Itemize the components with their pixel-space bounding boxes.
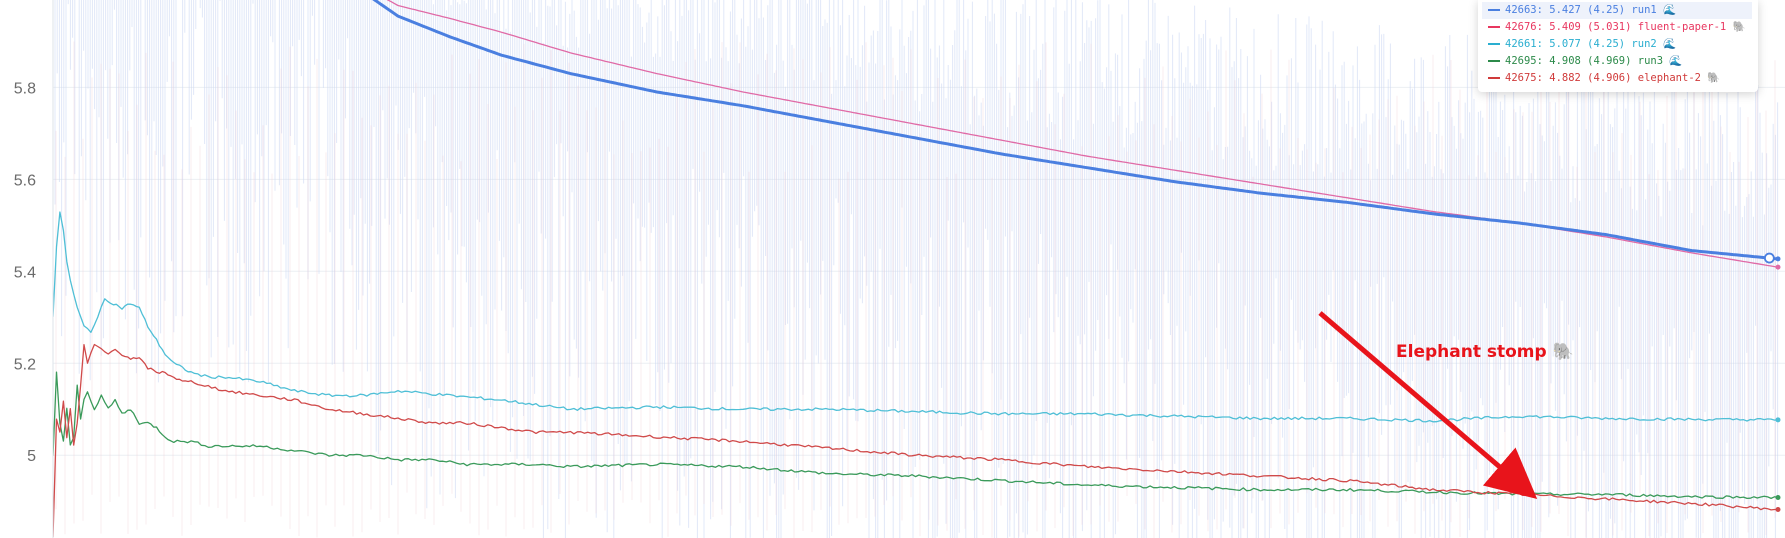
y-tick-label: 5.2 [14,356,36,373]
legend-text: 42675: 4.882 (4.906) elephant-2 🐘 [1505,72,1721,84]
legend-swatch [1488,60,1500,62]
series-endpoint-fp1 [1775,264,1781,270]
legend-item-run2[interactable]: 42661: 5.077 (4.25) run2 🌊 [1478,36,1758,53]
grid-lines [53,86,1785,456]
series-endpoint-run2 [1775,417,1781,423]
annotation-arrow [1318,311,1538,500]
annotation-label: Elephant stomp 🐘 [1396,342,1574,362]
legend-item-run1[interactable]: 42663: 5.427 (4.25) run1 🌊 [1482,2,1752,19]
legend-text: 42663: 5.427 (4.25) run1 🌊 [1505,4,1677,16]
legend-item-fluent-paper-1[interactable]: 42676: 5.409 (5.031) fluent-paper-1 🐘 [1478,19,1758,36]
y-tick-label: 5.8 [14,80,36,97]
legend-swatch [1488,9,1500,11]
legend-item-run3[interactable]: 42695: 4.908 (4.969) run3 🌊 [1478,53,1758,70]
hover-point-marker [1763,252,1775,264]
legend-text: 42695: 4.908 (4.969) run3 🌊 [1505,55,1683,67]
raw-noise-others [55,41,1776,538]
legend-swatch [1488,43,1500,45]
series-line-run2[interactable] [53,211,1779,423]
legend-tooltip: 42663: 5.427 (4.25) run1 🌊 42676: 5.409 … [1478,0,1758,92]
series-endpoint-el2 [1775,506,1781,512]
y-tick-label: 5 [27,448,36,465]
series-endpoint-run3 [1775,495,1781,501]
y-tick-label: 5.4 [14,264,36,281]
legend-text: 42676: 5.409 (5.031) fluent-paper-1 🐘 [1505,21,1746,33]
series-endpoint-run1 [1775,256,1781,262]
series-line-run1[interactable] [355,0,1779,261]
legend-swatch [1488,26,1500,28]
raw-values-background [54,0,1779,538]
y-tick-label: 5.6 [14,172,36,189]
y-axis-ticks: 5.8 5.6 5.4 5.2 5 [14,80,36,465]
raw-noise-run1 [54,0,1779,538]
legend-item-elephant-2[interactable]: 42675: 4.882 (4.906) elephant-2 🐘 [1478,70,1758,87]
legend-text: 42661: 5.077 (4.25) run2 🌊 [1505,38,1677,50]
legend-swatch [1488,77,1500,79]
